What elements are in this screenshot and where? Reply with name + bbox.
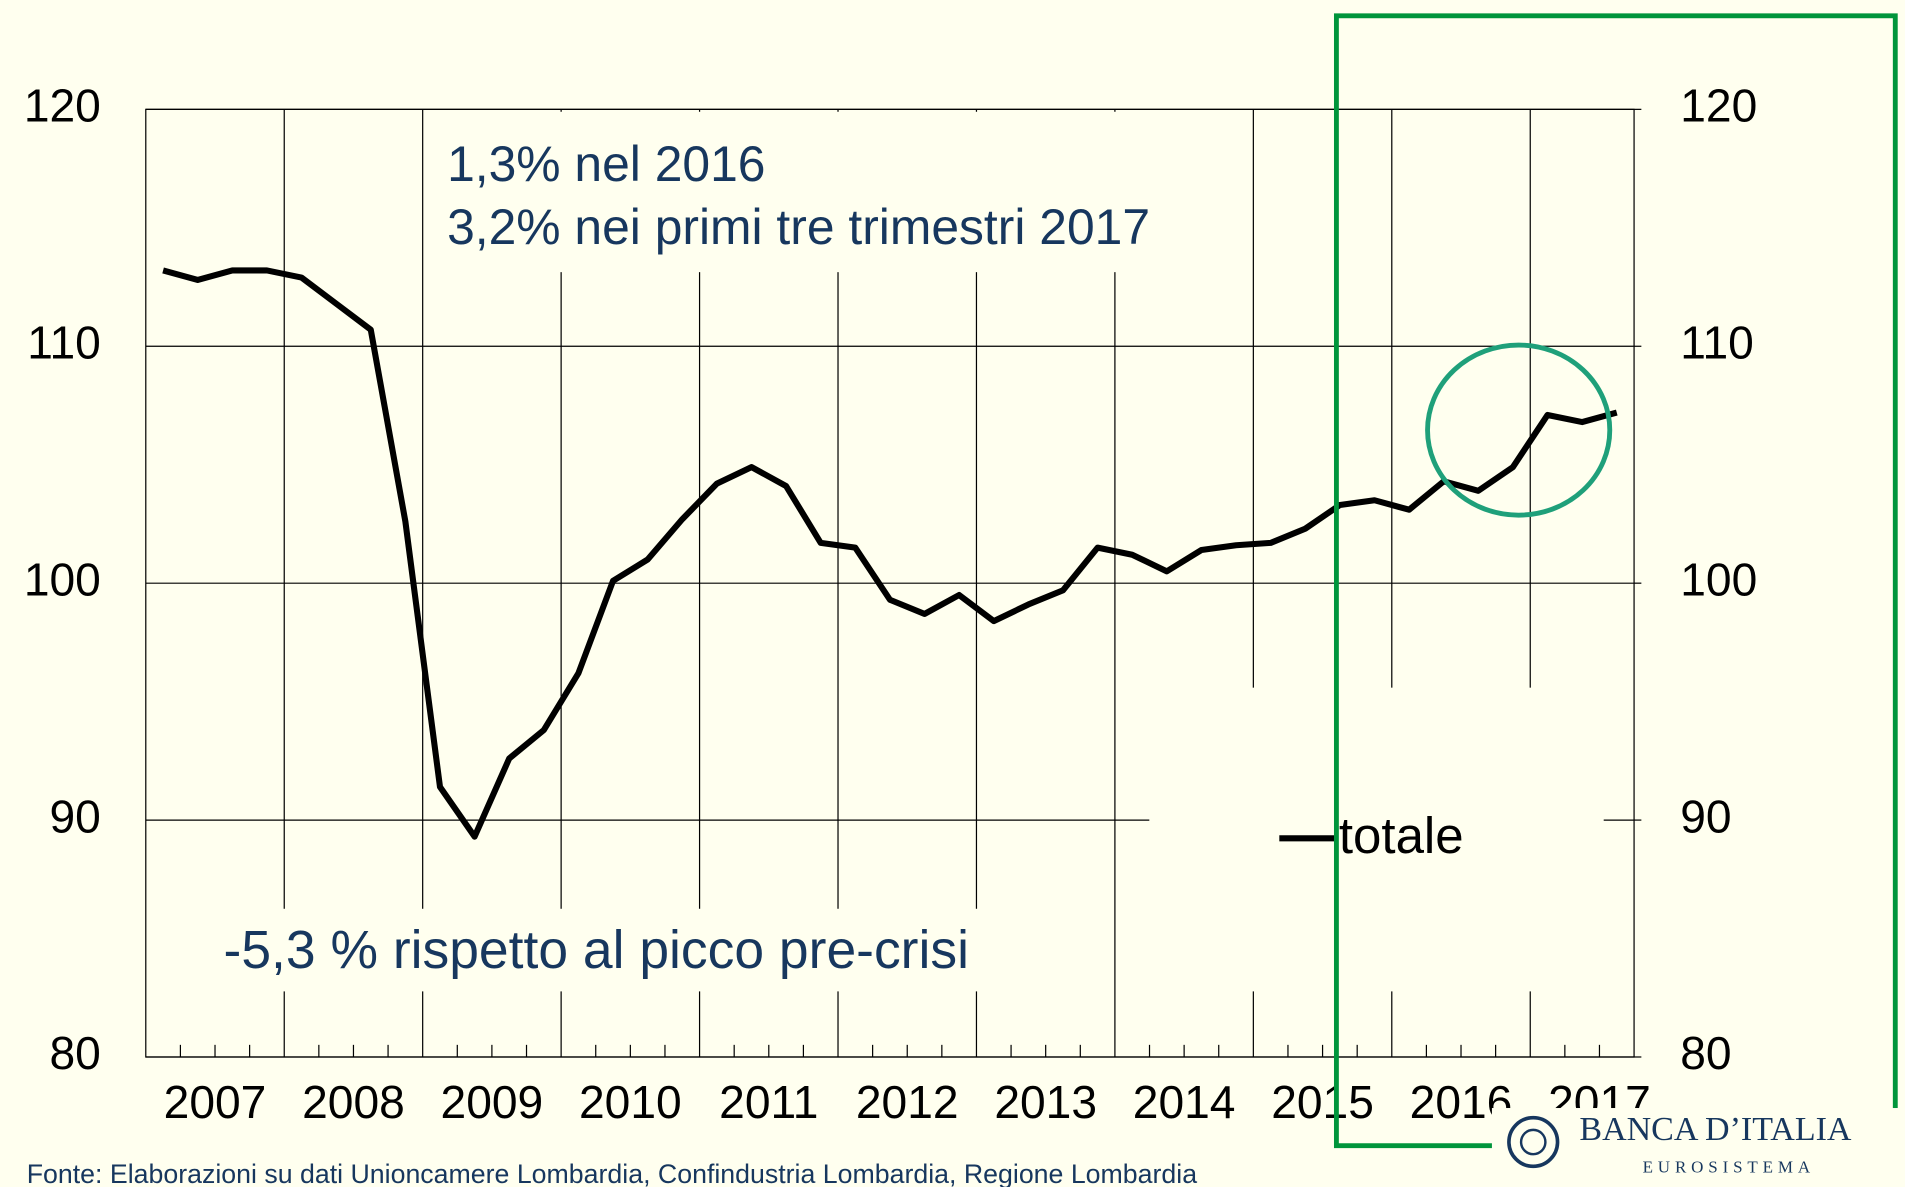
y2-tick-label: 120 — [1680, 80, 1757, 132]
x-tick-label: 2008 — [302, 1076, 405, 1128]
logo-name: BANCA D’ITALIA — [1579, 1111, 1852, 1148]
x-tick-label: 2013 — [994, 1076, 1097, 1128]
x-tick-label: 2014 — [1133, 1076, 1236, 1128]
x-tick-label: 2009 — [441, 1076, 544, 1128]
y-tick-label: 110 — [27, 316, 101, 368]
y-tick-label: 100 — [24, 553, 101, 605]
logo-emblem — [1507, 1115, 1560, 1169]
y2-tick-label: 100 — [1680, 553, 1757, 605]
y2-tick-label: 90 — [1680, 790, 1731, 842]
logo: BANCA D’ITALIA EUROSISTEMA — [1507, 1111, 1852, 1177]
annotation: -5,3 % rispetto al picco pre-crisi — [224, 921, 969, 980]
source-note: Fonte: Elaborazioni su dati Unioncamere … — [27, 1159, 1197, 1187]
annotation: 1,3% nel 2016 — [447, 136, 765, 192]
logo-emblem — [1519, 1128, 1547, 1156]
y-tick-label: 90 — [49, 790, 100, 842]
line-series — [162, 267, 1618, 840]
y-tick-label: 120 — [24, 80, 101, 132]
highlight-circle — [1425, 342, 1613, 518]
x-tick-label: 2007 — [164, 1076, 267, 1128]
annotation-box — [206, 908, 1021, 992]
annotation-box — [432, 111, 1217, 273]
x-tick-label: 2015 — [1271, 1076, 1374, 1128]
x-tick-label: 2010 — [579, 1076, 682, 1128]
y2-tick-label: 80 — [1680, 1027, 1731, 1079]
logo-subtitle: EUROSISTEMA — [1643, 1158, 1815, 1177]
y2-tick-label: 110 — [1680, 316, 1754, 368]
x-tick-label: 2011 — [719, 1076, 818, 1128]
legend-box — [1149, 687, 1604, 992]
legend-label: totale — [1339, 807, 1464, 864]
y-tick-label: 80 — [49, 1027, 100, 1079]
logo-bg — [1491, 1108, 1905, 1187]
x-tick-label: 2012 — [856, 1076, 959, 1128]
annotation: 3,2% nei primi tre trimestri 2017 — [447, 199, 1150, 255]
